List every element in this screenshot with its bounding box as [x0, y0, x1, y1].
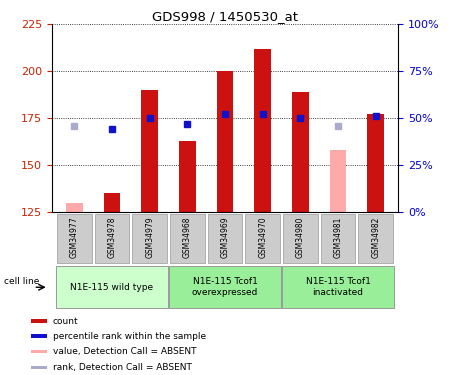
- FancyBboxPatch shape: [57, 214, 92, 263]
- Bar: [367, 114, 384, 212]
- Bar: [254, 49, 271, 212]
- FancyBboxPatch shape: [208, 214, 242, 263]
- Text: N1E-115 Tcof1
overexpressed: N1E-115 Tcof1 overexpressed: [192, 277, 258, 297]
- Text: value, Detection Call = ABSENT: value, Detection Call = ABSENT: [53, 347, 197, 356]
- FancyBboxPatch shape: [321, 214, 356, 263]
- Text: cell line: cell line: [4, 278, 39, 286]
- FancyBboxPatch shape: [94, 214, 129, 263]
- Bar: [216, 71, 234, 212]
- FancyBboxPatch shape: [132, 214, 167, 263]
- FancyBboxPatch shape: [169, 267, 281, 308]
- Text: N1E-115 Tcof1
inactivated: N1E-115 Tcof1 inactivated: [306, 277, 370, 297]
- Text: GSM34969: GSM34969: [220, 217, 230, 258]
- Bar: [104, 193, 121, 212]
- Bar: [31, 366, 47, 369]
- Text: percentile rank within the sample: percentile rank within the sample: [53, 332, 206, 340]
- Bar: [292, 92, 309, 212]
- Text: N1E-115 wild type: N1E-115 wild type: [71, 283, 153, 292]
- Text: GSM34968: GSM34968: [183, 217, 192, 258]
- Bar: [329, 150, 346, 212]
- FancyBboxPatch shape: [245, 214, 280, 263]
- Bar: [31, 334, 47, 338]
- FancyBboxPatch shape: [56, 267, 168, 308]
- Bar: [66, 202, 83, 212]
- Text: GSM34979: GSM34979: [145, 217, 154, 258]
- FancyBboxPatch shape: [170, 214, 205, 263]
- Text: count: count: [53, 316, 79, 326]
- Text: rank, Detection Call = ABSENT: rank, Detection Call = ABSENT: [53, 363, 192, 372]
- FancyBboxPatch shape: [283, 214, 318, 263]
- FancyBboxPatch shape: [282, 267, 394, 308]
- Bar: [179, 141, 196, 212]
- Text: GSM34981: GSM34981: [333, 217, 342, 258]
- Bar: [31, 320, 47, 323]
- Text: GSM34978: GSM34978: [108, 217, 117, 258]
- Bar: [141, 90, 158, 212]
- FancyBboxPatch shape: [358, 214, 393, 263]
- Text: GSM34982: GSM34982: [371, 217, 380, 258]
- Text: GSM34977: GSM34977: [70, 217, 79, 258]
- Title: GDS998 / 1450530_at: GDS998 / 1450530_at: [152, 10, 298, 23]
- Text: GSM34980: GSM34980: [296, 217, 305, 258]
- Text: GSM34970: GSM34970: [258, 217, 267, 258]
- Bar: [31, 350, 47, 353]
